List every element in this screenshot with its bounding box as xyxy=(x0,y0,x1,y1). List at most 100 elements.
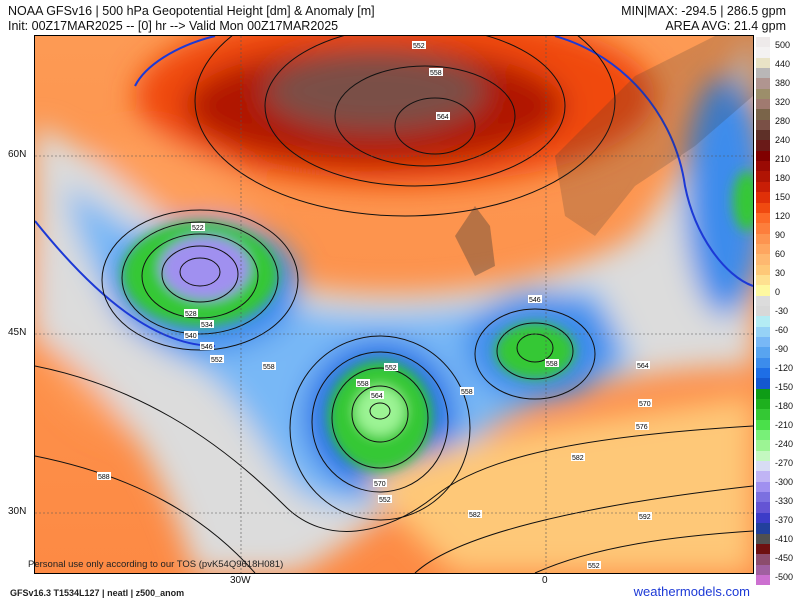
lat-label: 60N xyxy=(8,149,27,160)
colorbar-label: -240 xyxy=(775,439,794,449)
colorbar-label: -120 xyxy=(775,363,794,373)
lon-label: 30W xyxy=(230,575,251,586)
colorbar-label: -300 xyxy=(775,477,794,487)
contour-label: 558 xyxy=(263,364,275,371)
contour-label-bg xyxy=(412,41,426,49)
colorbar-swatch xyxy=(756,347,770,358)
colorbar-label: 240 xyxy=(775,135,791,145)
colorbar-label: 90 xyxy=(775,230,786,240)
colorbar-swatch xyxy=(756,150,770,162)
colorbar-swatch xyxy=(756,99,770,110)
contour-label: 546 xyxy=(201,344,213,351)
colorbar-swatch xyxy=(756,88,770,100)
contour-label: 522 xyxy=(192,225,204,232)
colorbar-swatch xyxy=(756,316,770,327)
colorbar-swatch xyxy=(756,368,770,379)
colorbar-label: 500 xyxy=(775,40,791,50)
colorbar-swatch xyxy=(756,502,770,513)
colorbar-label: 150 xyxy=(775,192,791,202)
contour-label: 564 xyxy=(637,363,649,370)
contour-label: 576 xyxy=(636,424,648,431)
colorbar-swatch xyxy=(756,461,770,472)
colorbar-swatch xyxy=(756,409,770,420)
colorbar-swatch xyxy=(756,533,770,544)
contour-label: 558 xyxy=(461,389,473,396)
contour-label: 552 xyxy=(379,497,391,504)
contour-label-bg xyxy=(571,453,585,461)
colorbar-label: -60 xyxy=(775,325,789,335)
init-valid-time: Init: 00Z17MAR2025 -- [0] hr --> Valid M… xyxy=(8,19,339,33)
contour-label-bg xyxy=(528,295,542,303)
reference-contour xyxy=(35,36,753,347)
contour-label: 528 xyxy=(185,311,197,318)
contour-label: 564 xyxy=(437,114,449,121)
contour-label: 582 xyxy=(572,455,584,462)
contour-label: 592 xyxy=(639,514,651,521)
colorbar-label: -450 xyxy=(775,553,794,563)
contour-label-bg xyxy=(545,359,559,367)
contour-label: 552 xyxy=(385,365,397,372)
colorbar-swatch xyxy=(756,440,770,451)
contour-label: 540 xyxy=(185,333,197,340)
colorbar-swatch xyxy=(756,78,770,89)
colorbar-swatch xyxy=(756,326,770,337)
contour-label: 552 xyxy=(588,563,600,570)
colorbar-swatch xyxy=(756,378,770,389)
colorbar-swatch xyxy=(756,295,770,306)
coastlines xyxy=(455,36,753,276)
colorbar-label: 280 xyxy=(775,116,791,126)
colorbar-label: -180 xyxy=(775,401,794,411)
colorbar-swatch xyxy=(756,430,770,441)
colorbar-swatch xyxy=(756,492,770,503)
colorbar-swatch xyxy=(756,130,770,141)
graticule xyxy=(35,36,753,573)
contour-label: 552 xyxy=(211,357,223,364)
contour-label-bg xyxy=(184,331,198,339)
colorbar-swatch xyxy=(756,305,770,317)
contour-label: 558 xyxy=(357,381,369,388)
colorbar-swatch xyxy=(756,212,770,224)
area-average: AREA AVG: 21.4 gpm xyxy=(665,19,786,33)
colorbar-swatch xyxy=(756,161,770,172)
colorbar-swatch xyxy=(756,57,770,69)
terms-notice: Personal use only according to our TOS (… xyxy=(28,559,284,570)
contour-label-bg xyxy=(436,112,450,120)
colorbar-swatch xyxy=(756,471,770,482)
contour-label-bg xyxy=(97,472,111,480)
contour-label-bg xyxy=(378,495,392,503)
lat-label: 30N xyxy=(8,506,27,517)
anomaly-map: 552 558 564 522 528 534 540 546 552 558 552 558 564 5… xyxy=(34,35,754,574)
contour-label: 558 xyxy=(430,70,442,77)
colorbar-swatch xyxy=(756,254,770,265)
colorbar-swatch xyxy=(756,285,770,296)
contour-label-bg xyxy=(356,379,370,387)
contour-label-bg xyxy=(587,561,601,569)
colorbar-label: -270 xyxy=(775,458,794,468)
colorbar-swatch xyxy=(756,243,770,255)
colorbar-label: 30 xyxy=(775,268,786,278)
colorbar-label: 440 xyxy=(775,59,791,69)
colorbar-swatch xyxy=(756,419,770,431)
contour-label-bg xyxy=(184,309,198,317)
brand-link[interactable]: weathermodels.com xyxy=(633,584,750,599)
colorbar-swatch xyxy=(756,264,770,275)
colorbar-swatch xyxy=(756,181,770,193)
contour-label: 546 xyxy=(529,297,541,304)
colorbar-swatch xyxy=(756,554,770,565)
colorbar-label: 120 xyxy=(775,211,791,221)
colorbar-label: -410 xyxy=(775,534,794,544)
lat-label: 45N xyxy=(8,327,27,338)
colorbar-label: 60 xyxy=(775,249,786,259)
contour-label-bg xyxy=(460,387,474,395)
colorbar xyxy=(756,37,770,586)
colorbar-swatch xyxy=(756,171,770,182)
colorbar-swatch xyxy=(756,523,770,534)
contour-label: 570 xyxy=(639,401,651,408)
contour-label-bg xyxy=(200,320,214,328)
contour-label-bg xyxy=(636,361,650,369)
contour-label-bg xyxy=(370,391,384,399)
colorbar-swatch xyxy=(756,109,770,120)
contour-label-bg xyxy=(638,399,652,407)
colorbar-swatch xyxy=(756,274,770,286)
